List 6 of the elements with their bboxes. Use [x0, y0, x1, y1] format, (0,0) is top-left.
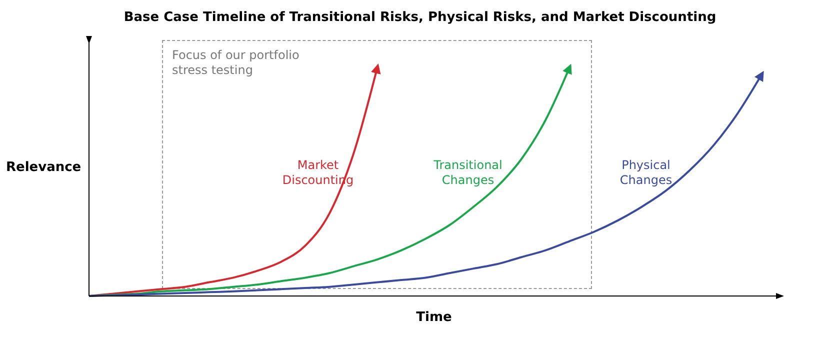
series-label: Transitional Changes: [432, 158, 504, 188]
chart-title: Base Case Timeline of Transitional Risks, Physical Risks, and Market Discounting: [122, 10, 718, 25]
x-axis-title: Time: [415, 310, 453, 325]
series-label: Physical Changes: [618, 158, 674, 188]
y-axis-title: Relevance: [6, 160, 82, 175]
annotation: Focus of our portfolio stress testing: [172, 48, 300, 78]
